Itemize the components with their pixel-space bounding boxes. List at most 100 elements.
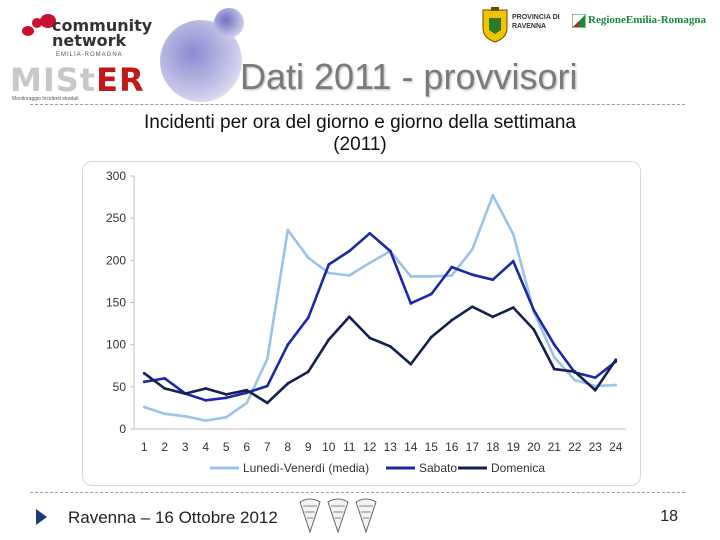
data-point-series-1 xyxy=(327,271,331,275)
data-point-series-2 xyxy=(368,231,372,235)
data-point-series-1 xyxy=(306,256,310,260)
data-point-series-2 xyxy=(532,308,536,312)
data-point-series-1 xyxy=(511,232,515,236)
data-point-series-1 xyxy=(286,228,290,232)
data-point-series-1 xyxy=(204,419,208,422)
data-point-series-3 xyxy=(614,358,618,362)
x-tick-label: 7 xyxy=(264,440,271,454)
x-tick-label: 5 xyxy=(223,440,230,454)
data-point-series-1 xyxy=(470,247,474,251)
data-point-series-3 xyxy=(470,305,474,309)
data-point-series-1 xyxy=(142,405,146,409)
data-point-series-1 xyxy=(429,274,433,278)
data-point-series-1 xyxy=(368,261,372,265)
x-tick-label: 4 xyxy=(202,440,209,454)
page-number: 18 xyxy=(660,508,678,525)
data-point-series-3 xyxy=(245,388,249,392)
data-point-series-3 xyxy=(491,315,495,319)
footer-text: Ravenna – 16 Ottobre 2012 xyxy=(68,508,278,527)
series-line-2 xyxy=(142,232,618,402)
legend-label-1: Lunedì-Venerdì (media) xyxy=(243,461,369,475)
data-point-series-3 xyxy=(552,367,556,371)
data-point-series-3 xyxy=(224,393,228,396)
legend-label-3: Domenica xyxy=(491,461,545,475)
data-point-series-2 xyxy=(163,377,167,380)
x-tick-label: 9 xyxy=(305,440,312,454)
data-point-series-2 xyxy=(388,249,392,253)
province-name: PROVINCIA DI RAVENNA xyxy=(512,13,560,31)
x-tick-label: 16 xyxy=(445,440,459,454)
data-point-series-2 xyxy=(224,396,228,400)
x-tick-label: 3 xyxy=(182,440,189,454)
province-shield-icon xyxy=(482,7,508,43)
logo-region-text: EMILIA-ROMAGNA xyxy=(56,52,123,58)
data-point-series-2 xyxy=(142,380,146,384)
chart-frame xyxy=(82,161,641,486)
logo-bubble-red-2 xyxy=(40,14,56,28)
x-tick-label: 13 xyxy=(384,440,398,454)
data-point-series-3 xyxy=(265,401,269,405)
series-line-1 xyxy=(142,194,618,422)
x-tick-label: 2 xyxy=(161,440,168,454)
region-name: RegioneEmilia-Romagna xyxy=(588,14,706,26)
x-tick-label: 21 xyxy=(548,440,562,454)
x-tick-label: 12 xyxy=(363,440,377,454)
cone-icon-2 xyxy=(327,498,349,534)
logo-bubble-red-1 xyxy=(32,18,42,28)
series-line-3 xyxy=(142,305,618,405)
data-point-series-2 xyxy=(347,249,351,253)
x-tick-label: 22 xyxy=(568,440,582,454)
y-tick-label: 200 xyxy=(106,253,126,267)
x-tick-label: 14 xyxy=(404,440,418,454)
data-point-series-3 xyxy=(306,370,310,374)
data-point-series-3 xyxy=(450,318,454,322)
x-tick-label: 15 xyxy=(425,440,439,454)
x-tick-label: 17 xyxy=(466,440,480,454)
x-tick-label: 11 xyxy=(343,440,356,454)
page-title: Dati 2011 - provvisori xyxy=(240,56,578,97)
x-tick-label: 10 xyxy=(322,440,336,454)
data-point-series-1 xyxy=(573,378,577,382)
y-tick-label: 0 xyxy=(119,422,126,436)
data-point-series-3 xyxy=(347,315,351,319)
chart-title-line1: Incidenti per ora del giorno e giorno de… xyxy=(144,112,576,133)
data-point-series-1 xyxy=(552,355,556,359)
x-tick-label: 6 xyxy=(243,440,250,454)
region-flag-icon xyxy=(572,14,586,28)
province-line2: RAVENNA xyxy=(512,23,547,30)
mister-logo-t: t xyxy=(79,61,97,99)
data-point-series-3 xyxy=(183,392,187,395)
x-tick-label: 23 xyxy=(589,440,603,454)
data-point-series-2 xyxy=(409,301,413,305)
data-point-series-1 xyxy=(245,401,249,405)
legend-label-2: Sabato xyxy=(419,461,457,475)
data-point-series-2 xyxy=(593,376,597,379)
y-tick-label: 300 xyxy=(106,169,126,183)
mister-logo: MIStER xyxy=(10,64,145,96)
data-point-series-1 xyxy=(224,415,228,419)
data-point-series-3 xyxy=(388,344,392,348)
data-point-series-2 xyxy=(511,259,515,263)
province-line1: PROVINCIA DI xyxy=(512,14,560,21)
data-point-series-3 xyxy=(593,388,597,392)
x-tick-label: 24 xyxy=(609,440,623,454)
y-tick-label: 100 xyxy=(106,338,126,352)
mister-logo-er: ER xyxy=(96,61,145,99)
data-point-series-3 xyxy=(511,306,515,309)
data-point-series-1 xyxy=(183,414,187,418)
logo-community-word: community xyxy=(52,16,153,35)
data-point-series-1 xyxy=(409,274,413,278)
data-point-series-2 xyxy=(552,343,556,347)
data-point-series-3 xyxy=(368,336,372,340)
data-point-series-2 xyxy=(286,343,290,347)
data-point-series-2 xyxy=(429,292,433,296)
data-point-series-1 xyxy=(265,357,269,361)
footer-divider xyxy=(30,492,685,493)
data-point-series-3 xyxy=(327,338,331,342)
x-tick-label: 20 xyxy=(527,440,541,454)
data-point-series-3 xyxy=(573,370,577,374)
footer-arrow-icon xyxy=(36,509,47,525)
data-point-series-3 xyxy=(163,387,167,390)
y-tick-label: 150 xyxy=(106,296,126,310)
